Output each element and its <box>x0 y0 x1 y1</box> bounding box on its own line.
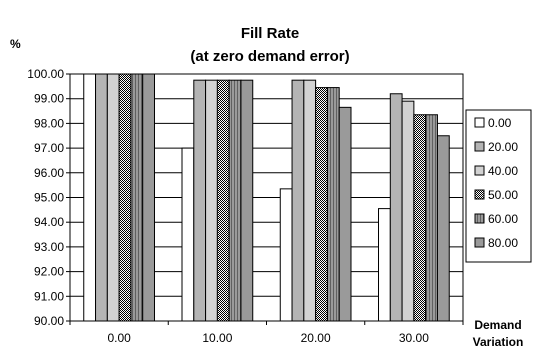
legend-label: 20.00 <box>488 140 518 154</box>
bar-50.00-10.00 <box>216 79 230 322</box>
legend-swatch <box>474 189 485 200</box>
legend-swatch <box>474 117 485 128</box>
legend-label: 80.00 <box>488 236 518 250</box>
bar-80.00-0.00 <box>142 73 155 322</box>
bar-60.00-20.00 <box>326 87 340 322</box>
y-tick-label: 99.00 <box>34 92 64 106</box>
bar-60.00-0.00 <box>130 73 144 322</box>
x-tick-label: 20.00 <box>301 331 331 345</box>
y-tick-label: 95.00 <box>34 191 64 205</box>
bar-20.00-30.00 <box>389 93 403 322</box>
legend-swatch <box>474 165 485 176</box>
x-axis-label-line1: Demand <box>474 318 521 332</box>
bar-50.00-20.00 <box>315 87 328 322</box>
legend-swatch <box>474 237 485 248</box>
bar-50.00-30.00 <box>413 114 427 322</box>
legend-box <box>465 109 532 263</box>
chart-title: Fill Rate <box>241 25 299 42</box>
legend-swatch <box>474 213 485 224</box>
y-tick-label: 94.00 <box>34 215 64 229</box>
bar-0.00-10.00 <box>181 147 195 322</box>
y-tick-label: 92.00 <box>34 265 64 279</box>
x-axis-ticks: 0.00 10.00 20.00 30.00 <box>69 321 464 345</box>
legend-label: 0.00 <box>488 116 512 130</box>
bar-80.00-20.00 <box>338 106 352 322</box>
bar-20.00-10.00 <box>193 79 207 322</box>
bar-60.00-30.00 <box>425 114 438 322</box>
y-tick-label: 91.00 <box>34 289 64 303</box>
bar-40.00-30.00 <box>401 100 415 322</box>
x-tick-label: 30.00 <box>399 331 429 345</box>
x-tick-label: 10.00 <box>202 331 232 345</box>
bar-40.00-20.00 <box>303 79 317 322</box>
bars <box>83 73 450 322</box>
bar-40.00-10.00 <box>205 79 218 322</box>
legend-label: 40.00 <box>488 164 518 178</box>
bar-0.00-0.00 <box>83 73 97 322</box>
y-tick-label: 98.00 <box>34 116 64 130</box>
y-axis-label: % <box>10 37 21 51</box>
legend: 0.00 20.00 40.00 50.00 60.00 80.00 <box>465 109 532 263</box>
y-tick-label: 100.00 <box>27 67 64 81</box>
bar-60.00-10.00 <box>228 79 242 322</box>
bar-50.00-0.00 <box>118 73 132 322</box>
legend-label: 60.00 <box>488 212 518 226</box>
bar-80.00-10.00 <box>240 79 254 322</box>
y-tick-label: 96.00 <box>34 166 64 180</box>
legend-swatch <box>474 141 485 152</box>
bar-0.00-20.00 <box>279 188 293 322</box>
bar-20.00-20.00 <box>291 79 305 322</box>
y-axis-ticks: 100.00 99.00 98.00 97.00 96.00 95.00 94.00 93.0… <box>27 67 70 328</box>
x-axis-label-line2: Variation <box>473 335 524 349</box>
x-tick-label: 0.00 <box>107 331 131 345</box>
y-tick-label: 90.00 <box>34 314 64 328</box>
bar-40.00-0.00 <box>106 73 120 322</box>
y-tick-label: 97.00 <box>34 141 64 155</box>
chart-subtitle: (at zero demand error) <box>190 48 349 65</box>
plot-area <box>69 73 464 322</box>
bar-20.00-0.00 <box>95 73 108 322</box>
bar-80.00-30.00 <box>436 135 450 322</box>
legend-label: 50.00 <box>488 188 518 202</box>
bar-0.00-30.00 <box>378 208 391 322</box>
y-tick-label: 93.00 <box>34 240 64 254</box>
